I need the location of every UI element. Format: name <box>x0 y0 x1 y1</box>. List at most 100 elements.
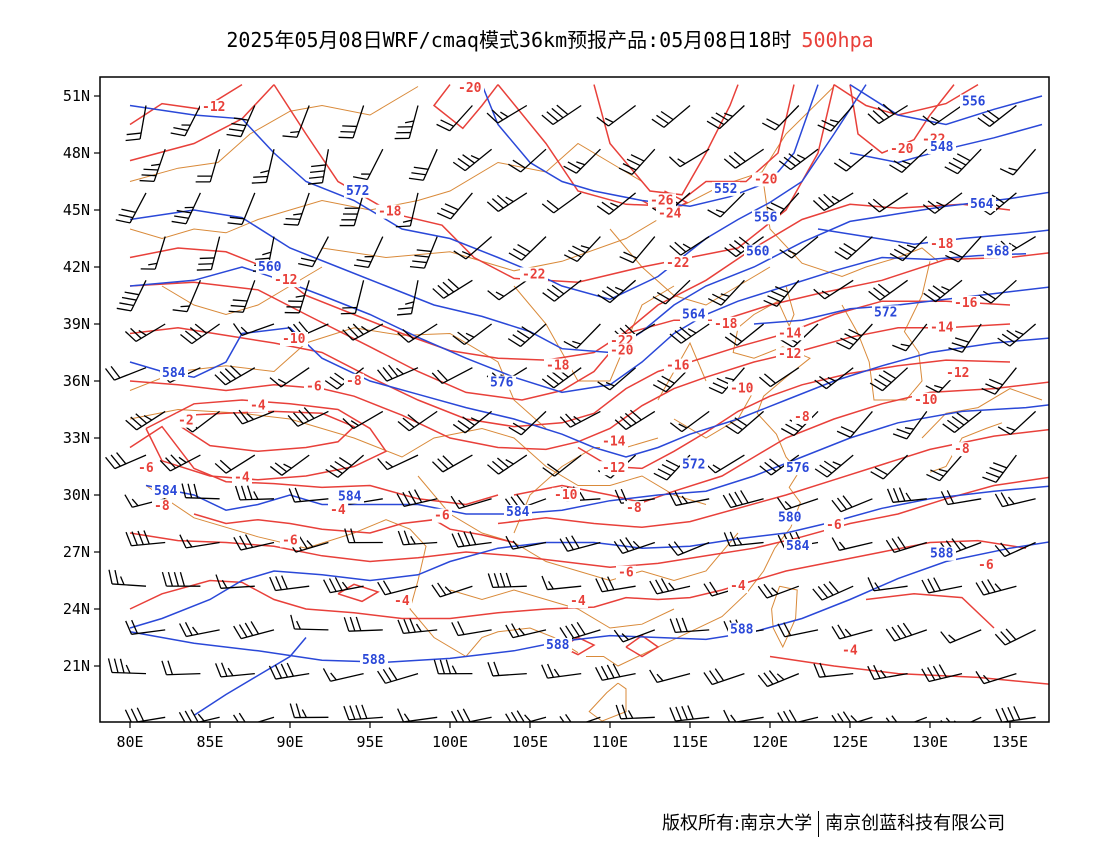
wind-barb <box>172 280 201 313</box>
x-tick-label: 130E <box>912 733 948 751</box>
geopotential-label: 576 <box>490 376 514 391</box>
wind-barb <box>707 279 745 306</box>
wind-barb <box>563 323 601 349</box>
label-mask <box>928 320 956 335</box>
temperature-contour <box>497 84 795 207</box>
x-tick-label: 125E <box>832 733 868 751</box>
wind-barb <box>831 537 873 551</box>
wind-barb <box>541 663 582 679</box>
x-tick-label: 105E <box>512 733 548 751</box>
wind-barb <box>505 710 547 722</box>
x-tick-label: 95E <box>356 733 383 751</box>
label-mask <box>520 267 548 282</box>
label-mask <box>960 94 988 109</box>
wind-barb <box>116 280 147 312</box>
wind-barb <box>487 572 527 589</box>
label-mask <box>984 244 1012 259</box>
wind-barb <box>559 410 601 428</box>
wind-barb <box>886 487 927 503</box>
wind-barb <box>613 629 656 643</box>
geopotential-label: 548 <box>930 140 954 155</box>
geopotential-label: 588 <box>730 623 754 638</box>
wind-barb <box>487 279 528 301</box>
wind-barb <box>487 454 528 475</box>
wind-barb <box>723 148 764 169</box>
wind-barb <box>452 323 492 345</box>
x-tick-label: 85E <box>196 733 223 751</box>
wind-barb <box>125 410 166 431</box>
wind-barb <box>722 490 764 509</box>
wind-barb <box>669 323 710 344</box>
y-tick-label: 33N <box>63 429 90 447</box>
wind-barb <box>269 454 310 476</box>
wind-barb <box>831 495 873 513</box>
wind-barb <box>505 623 547 639</box>
wind-barb <box>885 622 928 642</box>
wind-barb <box>867 577 908 592</box>
x-tick-label: 90E <box>276 733 303 751</box>
temperature-contour <box>129 425 499 506</box>
wind-barb <box>812 581 854 601</box>
label-mask <box>336 489 364 504</box>
wind-barb <box>344 528 383 544</box>
wind-barb <box>283 192 310 226</box>
wind-barb <box>763 279 800 307</box>
wind-barb <box>999 148 1037 176</box>
wind-barb <box>234 485 275 501</box>
wind-barb <box>215 662 255 678</box>
label-mask <box>656 206 684 221</box>
geopotential-contour <box>129 541 1049 663</box>
wind-barb <box>124 323 166 343</box>
label-mask <box>544 637 572 652</box>
temperature-label: -20 <box>890 142 914 157</box>
wind-barb <box>397 530 438 546</box>
coastline-layer <box>129 86 1043 722</box>
temperature-label: -14 <box>602 435 626 450</box>
coastline-segment <box>417 475 739 582</box>
wind-barb <box>978 279 1017 304</box>
wind-barb <box>867 192 908 213</box>
temperature-contours <box>129 83 1049 685</box>
geopotential-contour <box>849 83 1043 126</box>
label-mask <box>840 643 860 658</box>
wind-barb <box>940 716 982 722</box>
wind-barb <box>704 454 745 474</box>
label-mask <box>976 558 996 573</box>
wind-barb <box>269 367 310 388</box>
wind-barb <box>994 541 1036 558</box>
geopotential-label: 560 <box>258 260 282 275</box>
wind-barb <box>125 530 166 547</box>
temperature-label: -4 <box>394 594 410 609</box>
coastline-segment <box>841 261 931 401</box>
coastline-segment <box>771 585 798 649</box>
wind-barb <box>228 280 256 313</box>
x-tick-label: 135E <box>992 733 1028 751</box>
wind-barb <box>669 236 710 256</box>
y-tick-label: 42N <box>63 258 90 276</box>
wind-barb <box>541 192 582 214</box>
wind-barb <box>227 192 256 226</box>
wind-barb <box>892 411 928 440</box>
label-mask <box>776 326 804 341</box>
label-mask <box>616 565 636 580</box>
temperature-label: -14 <box>930 321 954 336</box>
wind-barb <box>298 236 329 268</box>
wind-barb <box>396 280 419 316</box>
wind-barb <box>615 704 655 720</box>
wind-barb <box>541 104 582 126</box>
temperature-label: -6 <box>434 509 450 524</box>
wind-barb <box>451 621 492 637</box>
wind-barb <box>397 618 438 635</box>
wind-barb <box>762 105 800 131</box>
temperature-label: -12 <box>602 461 625 476</box>
wind-barb <box>649 669 691 684</box>
wind-barb <box>669 705 710 722</box>
geopotential-label: 584 <box>786 539 810 554</box>
label-mask <box>752 172 780 187</box>
wind-barb <box>431 582 473 598</box>
geopotential-contour <box>193 637 307 717</box>
label-mask <box>680 457 708 472</box>
wind-barb <box>596 192 637 215</box>
wind-barb <box>322 668 364 682</box>
